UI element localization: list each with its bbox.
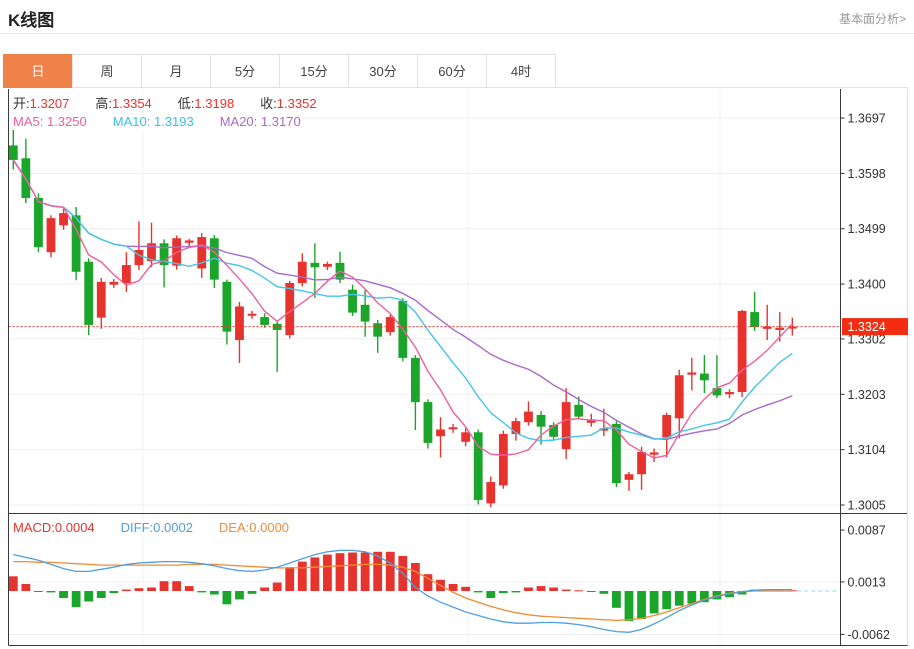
ma10-line (12, 159, 793, 442)
svg-text:1.3104: 1.3104 (848, 443, 886, 457)
ma5-value: 1.3250 (46, 114, 87, 129)
tab-month[interactable]: 月 (141, 54, 211, 88)
svg-text:1.3005: 1.3005 (848, 499, 886, 513)
svg-text:1.3302: 1.3302 (848, 332, 886, 346)
dea-value: 0.0000 (249, 520, 290, 535)
low-label: 低: (177, 96, 195, 111)
macd-legend: MACD:0.0004 DIFF:0.0002 DEA:0.0000 (10, 519, 293, 536)
ma5-label: MA5: (13, 114, 44, 129)
price-axis-labels: 1.3697 1.3598 1.3499 1.3400 1.3302 1.3203 1.31… (840, 112, 886, 513)
svg-text:0.0013: 0.0013 (848, 575, 886, 589)
svg-text:1.3697: 1.3697 (848, 112, 886, 126)
macd-label: MACD: (13, 520, 55, 535)
svg-text:1.3324: 1.3324 (848, 320, 886, 334)
ma20-value: 1.3170 (260, 114, 301, 129)
high-label: 高: (95, 96, 113, 111)
svg-text:-0.0062: -0.0062 (848, 628, 890, 642)
svg-text:0.0087: 0.0087 (848, 524, 886, 538)
close-value: 1.3352 (276, 96, 317, 111)
ma20-line (12, 159, 793, 441)
candles-layer (8, 128, 797, 508)
diff-label: DIFF: (120, 520, 154, 535)
dea-label: DEA: (218, 520, 250, 535)
tab-60min[interactable]: 60分 (417, 54, 487, 88)
ma5-line (12, 159, 793, 459)
macd-axis-labels: 0.0087 0.0013 -0.0062 (840, 524, 890, 642)
tab-5min[interactable]: 5分 (210, 54, 280, 88)
svg-text:1.3499: 1.3499 (848, 222, 886, 236)
diff-value: 0.0002 (153, 520, 193, 535)
chart-frame (8, 89, 908, 646)
ma10-value: 1.3193 (153, 114, 194, 129)
close-label: 收: (260, 96, 277, 111)
tab-4hour[interactable]: 4时 (486, 54, 556, 88)
fundamental-analysis-link[interactable]: 基本面分析> (838, 12, 906, 26)
high-value: 1.3354 (112, 96, 152, 111)
current-price-badge: 1.3324 (842, 318, 908, 336)
page-title: K线图 (8, 11, 55, 30)
ma20-label: MA20: (219, 114, 258, 129)
tab-day[interactable]: 日 (3, 54, 73, 88)
open-label: 开: (13, 96, 30, 111)
tab-week[interactable]: 周 (72, 54, 142, 88)
ma10-label: MA10: (112, 114, 151, 129)
dea-line (13, 560, 793, 622)
tab-30min[interactable]: 30分 (348, 54, 418, 88)
ohlc-legend: 开:1.3207 高:1.3354 低:1.3198 收:1.3352 (10, 95, 320, 112)
ma-legend: MA5: 1.3250 MA10: 1.3193 MA20: 1.3170 (10, 113, 304, 130)
header-divider (0, 33, 914, 34)
macd-value: 0.0004 (54, 520, 95, 535)
svg-text:1.3598: 1.3598 (848, 167, 886, 181)
low-value: 1.3198 (194, 96, 235, 111)
diff-line (13, 549, 793, 633)
svg-text:1.3203: 1.3203 (848, 388, 886, 402)
period-tab-bar: 日周月 5分 15分 30分 60分 4时 (3, 54, 556, 88)
grid-layer (8, 89, 841, 646)
open-value: 1.3207 (29, 96, 70, 111)
tab-15min[interactable]: 15分 (279, 54, 349, 88)
svg-text:1.3400: 1.3400 (848, 278, 886, 292)
